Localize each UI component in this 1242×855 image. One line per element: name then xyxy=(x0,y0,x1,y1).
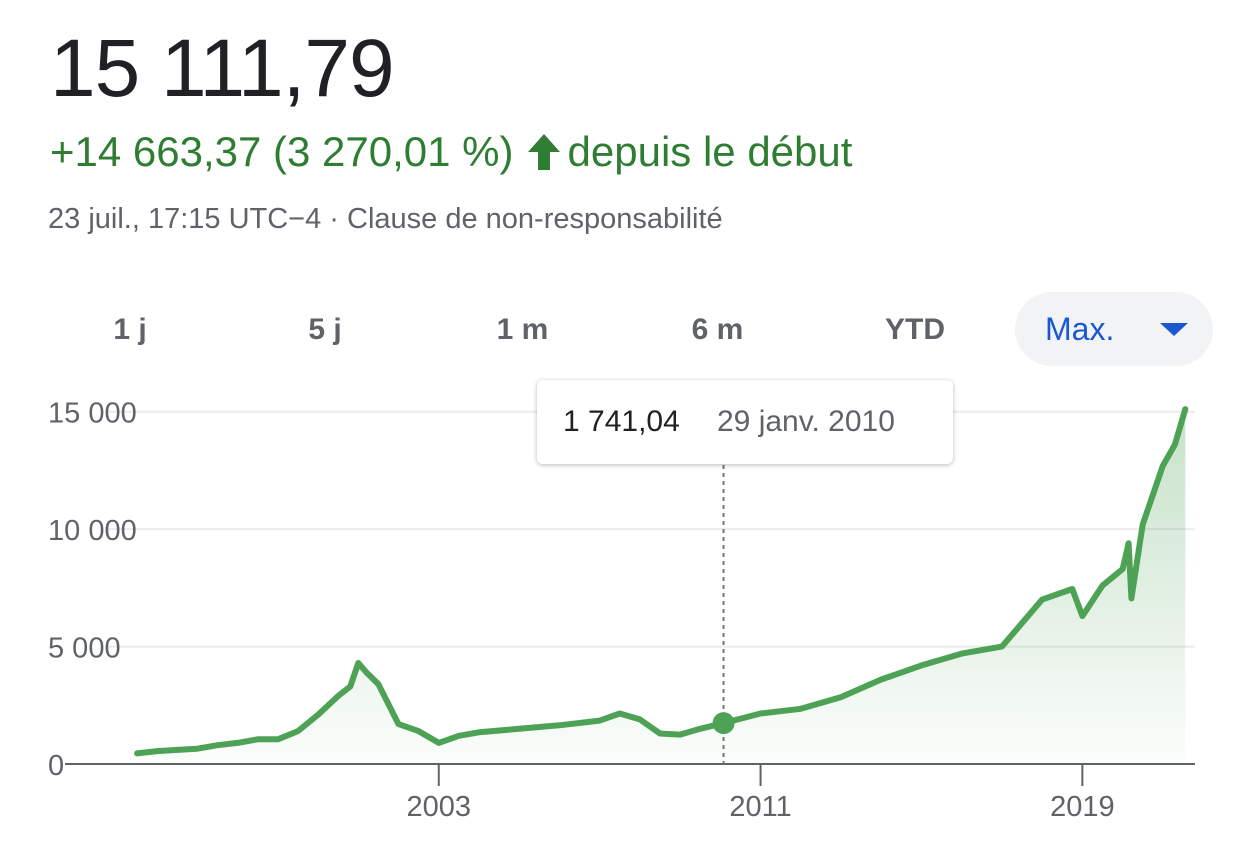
tooltip-date: 29 janv. 2010 xyxy=(717,405,895,438)
y-tick-label: 15 000 xyxy=(48,398,137,430)
change-value: +14 663,37 (3 270,01 %) xyxy=(50,128,514,175)
tab-ytd[interactable]: YTD xyxy=(885,313,945,346)
tab-5-days[interactable]: 5 j xyxy=(308,313,342,346)
range-selector: 1 j 5 j 1 m 6 m YTD Max. xyxy=(0,292,1242,368)
x-tick-label: 2019 xyxy=(1050,791,1115,823)
tab-1-month[interactable]: 1 m xyxy=(496,313,549,346)
tab-1-day[interactable]: 1 j xyxy=(113,313,147,346)
range-dropdown-label: Max. xyxy=(1045,311,1115,347)
current-price: 15 111,79 xyxy=(50,23,395,114)
price-change: +14 663,37 (3 270,01 %) depuis le début xyxy=(50,131,852,173)
y-tick-label: 10 000 xyxy=(48,515,137,547)
y-tick-label: 5 000 xyxy=(48,633,121,665)
price-area xyxy=(137,409,1186,764)
arrow-up-icon xyxy=(526,132,562,172)
chart-tooltip: 1 741,04 29 janv. 2010 xyxy=(537,380,953,464)
x-tick-label: 2003 xyxy=(407,791,472,823)
range-dropdown-max[interactable]: Max. xyxy=(1015,292,1213,366)
x-tick-label: 2011 xyxy=(729,791,791,823)
price-chart[interactable]: 0 5 000 10 000 15 000 2003 2011 2019 xyxy=(0,370,1242,850)
caret-down-icon xyxy=(1160,323,1188,336)
price-line xyxy=(134,406,1189,757)
tooltip-value: 1 741,04 xyxy=(563,405,680,438)
meta-separator: · xyxy=(329,203,339,235)
y-tick-label: 0 xyxy=(48,750,64,782)
quote-timestamp: 23 juil., 17:15 UTC−4 xyxy=(48,203,322,235)
tab-6-months[interactable]: 6 m xyxy=(691,313,744,346)
quote-meta: 23 juil., 17:15 UTC−4 · Clause de non-re… xyxy=(48,203,723,236)
change-period: depuis le début xyxy=(567,128,853,175)
highlight-point xyxy=(712,712,735,735)
disclaimer-link[interactable]: Clause de non-responsabilité xyxy=(347,203,723,235)
